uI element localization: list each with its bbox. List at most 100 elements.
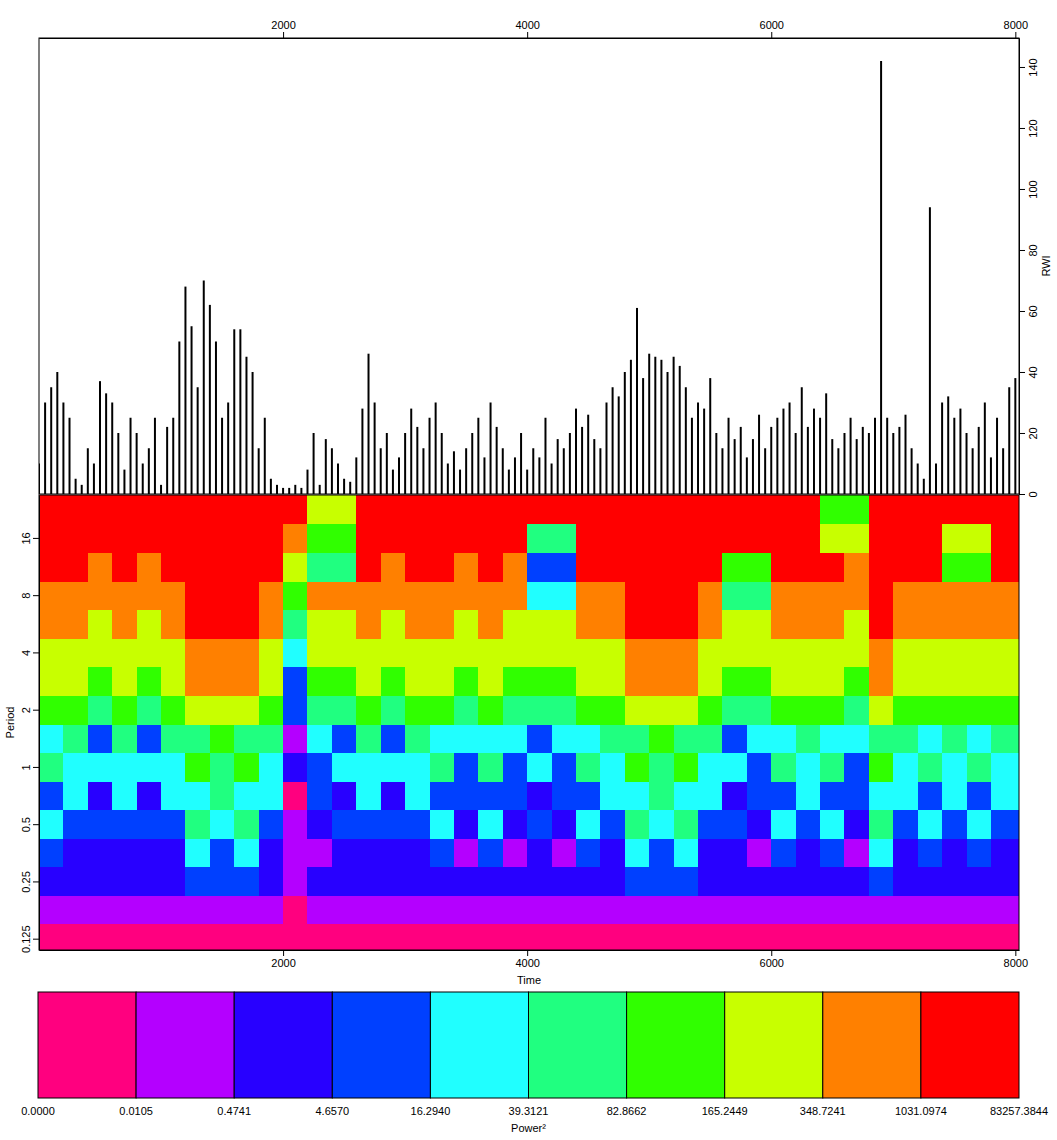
heatmap-cell	[942, 809, 967, 839]
heatmap-cell	[430, 896, 455, 924]
heatmap-cell	[430, 524, 455, 553]
heatmap-cell	[942, 667, 967, 696]
heatmap-cell	[88, 495, 113, 524]
heatmap-cell	[283, 724, 308, 753]
spike	[721, 448, 723, 494]
heatmap-cell	[39, 695, 64, 724]
heatmap-cell	[454, 809, 479, 839]
heatmap-cell	[893, 552, 918, 582]
heatmap-cell	[820, 552, 845, 582]
heatmap-cell	[820, 667, 845, 696]
heatmap-cell	[39, 839, 64, 867]
heatmap-cell	[991, 667, 1019, 696]
tick: 40	[1019, 366, 1039, 378]
heatmap-cell	[39, 866, 64, 896]
heatmap-cell	[137, 924, 162, 950]
heatmap-cell	[332, 495, 357, 524]
heatmap-cell	[747, 638, 772, 667]
spike	[56, 372, 58, 494]
heatmap-cell	[161, 638, 186, 667]
heatmap-cell	[893, 866, 918, 896]
spike	[514, 457, 516, 494]
spike	[532, 448, 534, 494]
axis-title: Time	[517, 974, 541, 986]
heatmap-cell	[942, 866, 967, 896]
heatmap-cell	[747, 839, 772, 867]
heatmap-cell	[771, 495, 796, 524]
heatmap-cell	[747, 896, 772, 924]
heatmap-cell	[625, 809, 650, 839]
tick-label: 4000	[515, 19, 539, 31]
heatmap-cell	[674, 552, 699, 582]
heatmap-cell	[381, 609, 406, 638]
spike	[740, 427, 742, 494]
heatmap-cell	[283, 896, 308, 924]
tick: 1	[20, 764, 39, 770]
heatmap-cell	[674, 724, 699, 753]
colorbar-box	[529, 992, 627, 1098]
spike	[966, 433, 968, 494]
heatmap-cell	[967, 866, 992, 896]
heatmap-cell	[307, 667, 332, 696]
heatmap-cell	[625, 695, 650, 724]
heatmap-cell	[869, 866, 894, 896]
heatmap-cell	[283, 638, 308, 667]
spike	[117, 433, 119, 494]
heatmap-cell	[210, 866, 235, 896]
heatmap-cell	[88, 552, 113, 582]
tick-mark	[283, 950, 284, 956]
heatmap-cell	[674, 866, 699, 896]
heatmap-cell	[259, 924, 284, 950]
heatmap-cell	[307, 839, 332, 867]
heatmap-cell	[649, 781, 674, 809]
heatmap-cell	[991, 495, 1019, 524]
heatmap-cell	[918, 552, 943, 582]
heatmap-cell	[698, 667, 723, 696]
heatmap-cell	[625, 638, 650, 667]
heatmap-cell	[527, 724, 552, 753]
spike	[105, 393, 107, 494]
spike	[459, 470, 461, 494]
colorbar-box	[823, 992, 921, 1098]
heatmap-cell	[39, 581, 64, 610]
heatmap-cell	[527, 609, 552, 638]
heatmap-cell	[649, 638, 674, 667]
heatmap-cell	[820, 866, 845, 896]
heatmap-cell	[161, 552, 186, 582]
heatmap-cell	[820, 809, 845, 839]
spike	[728, 418, 730, 494]
heatmap-cell	[844, 581, 869, 610]
heatmap-cell	[869, 609, 894, 638]
heatmap-cell	[625, 724, 650, 753]
heatmap-cell	[478, 753, 503, 782]
heatmap-cell	[503, 552, 528, 582]
heatmap-cell	[600, 839, 625, 867]
heatmap-cell	[381, 524, 406, 553]
spike	[593, 439, 595, 494]
heatmap-cell	[161, 609, 186, 638]
heatmap-cell	[649, 495, 674, 524]
heatmap-cell	[942, 695, 967, 724]
spike	[923, 479, 925, 494]
heatmap-cell	[796, 695, 821, 724]
heatmap-cell	[869, 495, 894, 524]
tick-mark	[771, 32, 772, 38]
tick: 8000	[1004, 950, 1028, 969]
heatmap-cell	[405, 753, 430, 782]
colorbar-label: 82.8662	[607, 1105, 647, 1117]
heatmap-cell	[63, 695, 88, 724]
heatmap-cell	[674, 667, 699, 696]
heatmap-cell	[405, 839, 430, 867]
heatmap-cell	[918, 581, 943, 610]
spike	[520, 433, 522, 494]
tick-label: 2000	[271, 19, 295, 31]
spike	[1008, 387, 1010, 494]
tick-mark	[771, 950, 772, 956]
heatmap-cell	[967, 753, 992, 782]
spike	[862, 427, 864, 494]
heatmap-cell	[698, 609, 723, 638]
heatmap-cell	[918, 524, 943, 553]
heatmap-cell	[381, 809, 406, 839]
heatmap-cell	[747, 524, 772, 553]
spike	[526, 470, 528, 494]
